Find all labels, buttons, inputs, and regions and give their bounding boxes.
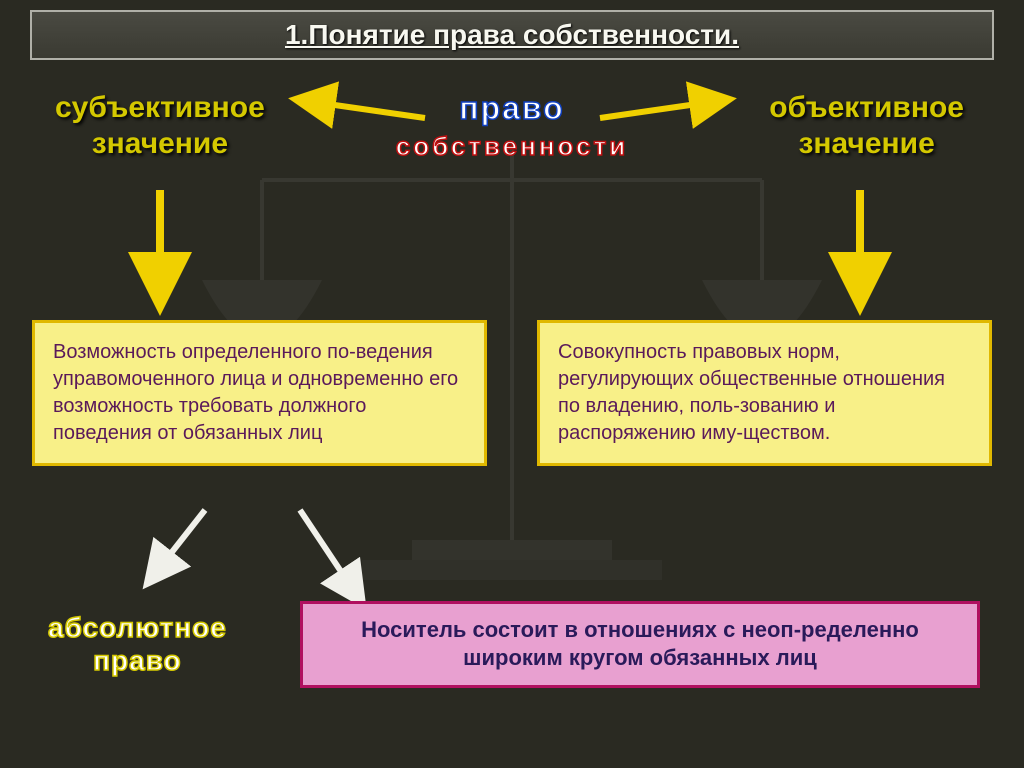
subjective-line1: субъективное	[55, 90, 265, 126]
objective-line1: объективное	[769, 90, 964, 126]
center-word1: право	[396, 90, 628, 127]
objective-line2: значение	[769, 126, 964, 162]
title-bar: 1.Понятие права собственности.	[30, 10, 994, 60]
definition-objective: Совокупность правовых норм, регулирующих…	[537, 320, 992, 466]
absolute-line1: абсолютное	[48, 611, 227, 645]
definition-subjective: Возможность определенного по-ведения упр…	[32, 320, 487, 466]
subjective-line2: значение	[55, 126, 265, 162]
absolute-line2: право	[48, 644, 227, 678]
absolute-definition: Носитель состоит в отношениях с неоп-ред…	[300, 601, 980, 688]
center-label: право собственности	[396, 90, 628, 162]
objective-label: объективное значение	[769, 90, 964, 162]
center-word2: собственности	[396, 131, 628, 162]
subjective-label: субъективное значение	[55, 90, 265, 162]
absolute-label: абсолютное право	[48, 611, 227, 678]
page-title: 1.Понятие права собственности.	[285, 19, 739, 51]
